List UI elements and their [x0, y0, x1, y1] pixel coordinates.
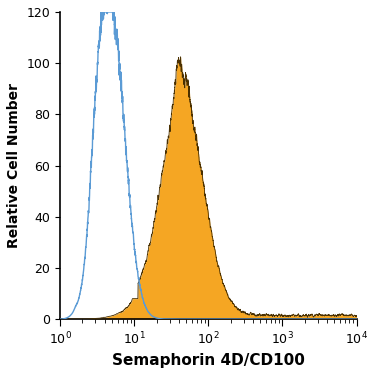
X-axis label: Semaphorin 4D/CD100: Semaphorin 4D/CD100: [112, 353, 305, 368]
Y-axis label: Relative Cell Number: Relative Cell Number: [7, 83, 21, 248]
